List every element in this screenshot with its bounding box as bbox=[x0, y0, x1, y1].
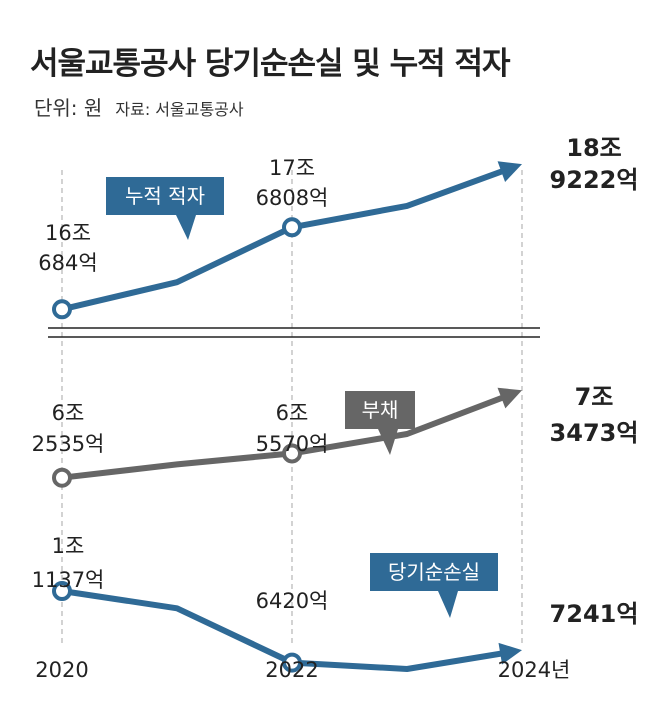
value-label-0-2024-1: 9222억 bbox=[550, 166, 639, 194]
series-tag-label-2: 당기순손실 bbox=[388, 560, 480, 584]
value-label-1-2020-1: 2535억 bbox=[32, 432, 105, 456]
series-tag-box-1 bbox=[345, 391, 415, 455]
data-point-1-2022 bbox=[282, 443, 302, 464]
data-point-0-2022 bbox=[282, 217, 302, 238]
value-label-2-2020-1: 1137억 bbox=[32, 568, 105, 592]
series-tag-label-0: 누적 적자 bbox=[125, 184, 205, 208]
value-label-1-2022-0: 6조 bbox=[276, 401, 309, 425]
value-label-0-2022-0: 17조 bbox=[269, 156, 315, 180]
series-tag-label-1: 부채 bbox=[362, 398, 399, 422]
x-tick-label-0: 2020 bbox=[35, 658, 88, 682]
data-point-2-2020 bbox=[52, 581, 72, 602]
value-label-0-2020-1: 684억 bbox=[38, 251, 97, 275]
series-tag-box-2 bbox=[370, 553, 498, 618]
value-label-2-2024-0: 7241억 bbox=[550, 600, 639, 628]
unit-label: 단위: 원 bbox=[34, 96, 103, 120]
value-label-2-2020-0: 1조 bbox=[52, 534, 85, 558]
value-label-2-2022-0: 6420억 bbox=[256, 589, 329, 613]
value-label-1-2024-0: 7조 bbox=[575, 383, 614, 411]
chart-subtitle: 단위: 원 자료: 서울교통공사 bbox=[34, 92, 244, 121]
value-label-0-2022-1: 6808억 bbox=[256, 186, 329, 210]
series-arrow-0 bbox=[497, 161, 522, 182]
value-label-1-2022-1: 5570억 bbox=[256, 432, 329, 456]
data-point-2-2022 bbox=[282, 652, 302, 673]
value-label-0-2020-0: 16조 bbox=[45, 221, 91, 245]
value-label-1-2020-0: 6조 bbox=[52, 401, 85, 425]
source-label: 자료: 서울교통공사 bbox=[115, 100, 244, 119]
value-label-1-2024-1: 3473억 bbox=[550, 419, 639, 447]
series-tag-1: 부채 bbox=[345, 391, 415, 455]
chart-title: 서울교통공사 당기순손실 및 누적 적자 bbox=[30, 46, 510, 82]
x-tick-label-2: 2024년 bbox=[498, 658, 571, 682]
data-point-1-2020 bbox=[52, 467, 72, 488]
series-tag-2: 당기순손실 bbox=[370, 553, 498, 618]
series-tag-box-0 bbox=[106, 177, 224, 240]
x-tick-label-1: 2022 bbox=[265, 658, 318, 682]
series-tag-0: 누적 적자 bbox=[106, 177, 224, 240]
data-point-0-2020 bbox=[52, 299, 72, 320]
series-arrow-2 bbox=[498, 642, 522, 665]
value-label-0-2024-0: 18조 bbox=[566, 134, 621, 162]
series-arrow-1 bbox=[497, 387, 522, 409]
